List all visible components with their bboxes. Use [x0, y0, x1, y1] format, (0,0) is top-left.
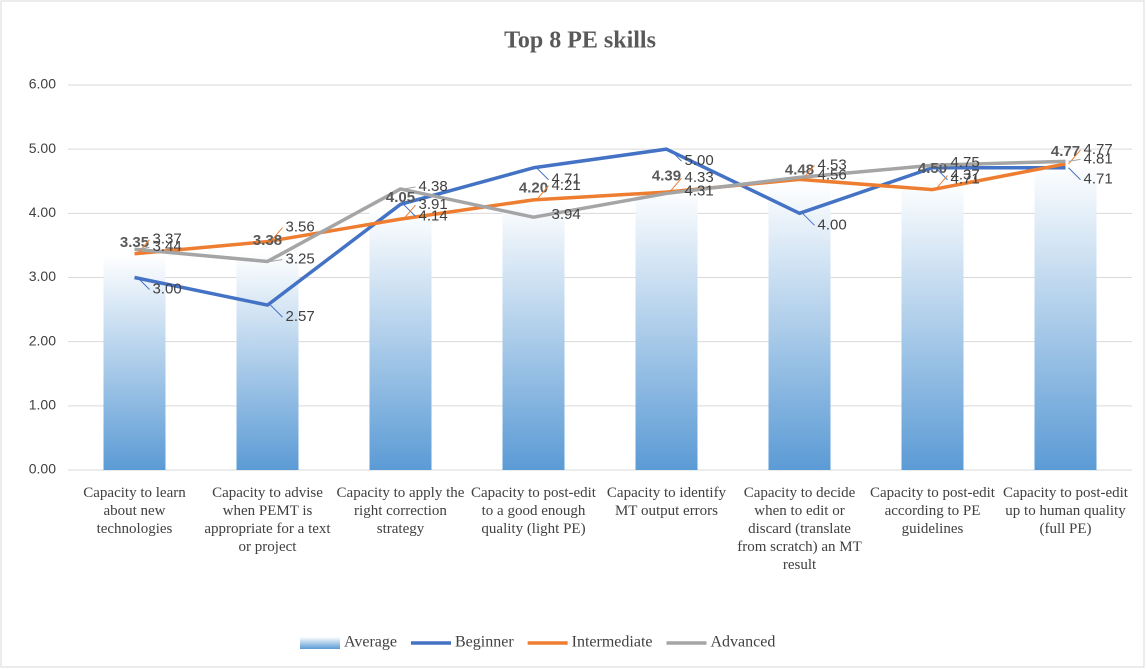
leader-line [1068, 149, 1081, 165]
x-tick-label: Capacity to post-edit to a good enough q… [471, 485, 596, 537]
data-label: 3.25 [286, 250, 315, 267]
data-label: 4.71 [552, 171, 581, 188]
y-tick-label: 3.00 [29, 268, 56, 284]
data-label: 4.81 [1084, 150, 1113, 167]
leader-line [137, 246, 150, 250]
leader-line [802, 212, 815, 226]
legend-label: Advanced [711, 634, 776, 651]
line [134, 162, 1066, 256]
data-label: 3.44 [153, 238, 182, 255]
data-label: 4.39 [652, 167, 681, 184]
data-label: 4.33 [685, 169, 714, 186]
data-label: 4.31 [685, 182, 714, 199]
leader-line [270, 258, 283, 262]
data-label: 3.35 [120, 234, 149, 251]
bar [635, 188, 698, 470]
leader-line [137, 239, 150, 255]
data-label: 3.00 [153, 280, 182, 297]
data-label: 4.77 [1051, 143, 1080, 160]
leader-line [270, 227, 283, 242]
y-tick-label: 4.00 [29, 204, 56, 220]
leader-line [536, 185, 549, 201]
chart-title: Top 8 PE skills [504, 28, 656, 54]
leader-line [669, 148, 682, 162]
data-label: 4.75 [951, 154, 980, 171]
y-tick-label: 5.00 [29, 140, 56, 156]
legend-label: Beginner [455, 634, 514, 651]
data-label: 3.38 [253, 232, 282, 249]
line [134, 159, 1066, 264]
y-tick-label: 1.00 [29, 397, 56, 413]
data-label: 4.14 [419, 207, 448, 224]
data-label: 4.71 [951, 171, 980, 188]
bar [369, 210, 432, 470]
bar [236, 253, 299, 470]
data-label: 2.57 [286, 308, 315, 325]
bar [1034, 163, 1097, 471]
data-label: 3.91 [419, 196, 448, 213]
leader-line [536, 167, 549, 181]
y-tick-label: 2.00 [29, 332, 56, 348]
data-label: 3.56 [286, 219, 315, 236]
data-label: 4.56 [818, 166, 847, 183]
y-tick-label: 6.00 [29, 76, 56, 92]
x-tick-label: Capacity to decide when to edit or disca… [737, 485, 862, 573]
x-tick-label: Capacity to post-edit up to human qualit… [1003, 485, 1128, 537]
leader-line [935, 175, 948, 190]
data-label: 3.37 [153, 231, 182, 248]
data-label: 4.77 [1084, 141, 1113, 158]
leader-line [669, 190, 682, 194]
leader-line [270, 304, 283, 318]
x-tick-label: Capacity to apply the right correction s… [336, 485, 465, 537]
data-label: 4.00 [818, 216, 847, 233]
leader-line [1068, 167, 1081, 181]
data-label: 5.00 [685, 152, 714, 169]
bar [502, 200, 565, 470]
data-label: 4.37 [951, 167, 980, 184]
leader-line [935, 162, 948, 166]
x-tick-label: Capacity to identify MT output errors [606, 485, 727, 519]
legend-label: Average [344, 634, 397, 651]
leader-line [403, 203, 416, 217]
data-label: 3.94 [552, 206, 581, 223]
data-label: 4.53 [818, 156, 847, 173]
leader-line [137, 277, 150, 290]
bar [103, 255, 166, 470]
leader-line [1068, 158, 1081, 162]
data-label: 4.71 [1084, 171, 1113, 188]
bar [901, 181, 964, 470]
x-tick-label: Capacity to learn about new technologies [83, 485, 186, 537]
leader-line [403, 204, 416, 220]
leader-line [802, 174, 815, 178]
leader-line [403, 186, 416, 190]
y-tick-label: 0.00 [29, 461, 56, 477]
bar [768, 182, 831, 471]
leader-line [536, 214, 549, 218]
x-tick-label: Capacity to post-edit according to PE gu… [870, 485, 995, 537]
legend-swatch [300, 637, 340, 649]
data-label: 4.20 [519, 179, 548, 196]
legend-label: Intermediate [572, 634, 653, 651]
line [134, 147, 1066, 307]
data-label: 4.05 [386, 189, 415, 206]
data-label: 4.21 [552, 177, 581, 194]
data-label: 4.38 [419, 178, 448, 195]
x-tick-label: Capacity to advise when PEMT is appropri… [204, 485, 331, 555]
leader-line [669, 177, 682, 193]
